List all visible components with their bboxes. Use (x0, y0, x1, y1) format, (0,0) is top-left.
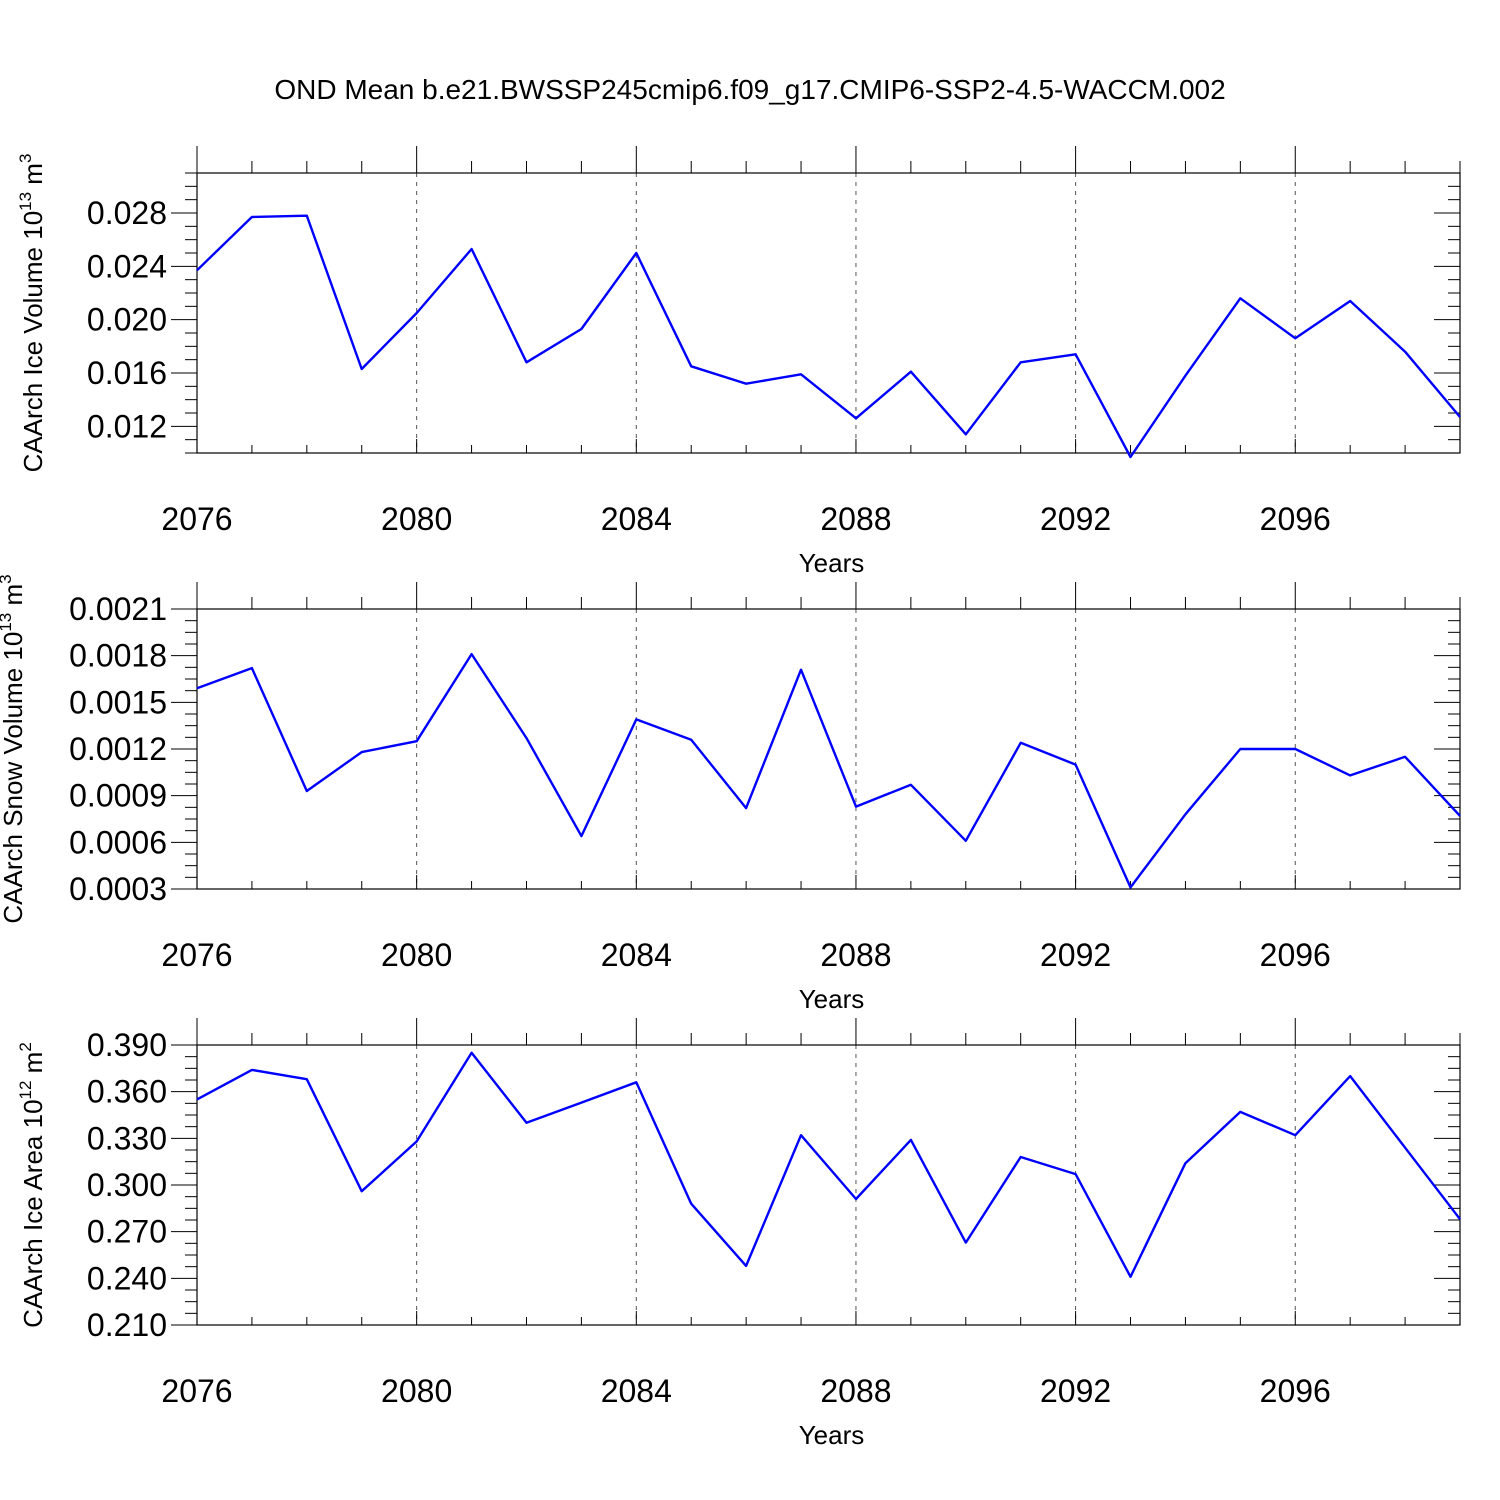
y-axis-label: CAArch Ice Area 1012 m2 (16, 1042, 48, 1328)
y-tick-label: 0.270 (87, 1214, 167, 1250)
y-tick-label: 0.300 (87, 1167, 167, 1203)
x-tick-label: 2076 (161, 1373, 232, 1409)
y-axis-label-exponent: 3 (16, 154, 35, 163)
chart-panel-1: 0.012 0.016 0.020 0.024 0.028 2076 2080 2084 208… (16, 146, 1461, 578)
y-axis-label-exponent: 2 (16, 1042, 35, 1051)
x-tick-label: 2076 (161, 937, 232, 973)
y-tick-label: 0.0021 (69, 591, 167, 627)
plot-frame (196, 172, 1461, 454)
y-tick-label: 0.0003 (69, 871, 167, 907)
y-axis-label-part: CAArch Ice Volume 10 (18, 211, 48, 473)
y-axis-label-exponent: 12 (16, 1081, 35, 1100)
x-tick-label: 2080 (381, 1373, 452, 1409)
y-tick-label: 0.020 (87, 302, 167, 338)
x-tick-label: 2076 (161, 501, 232, 537)
y-axis-label-exponent: 3 (0, 574, 15, 583)
y-tick-label: 0.012 (87, 408, 167, 444)
x-tick-label: 2080 (381, 937, 452, 973)
y-axis-label-exponent: 13 (0, 613, 15, 632)
y-tick-label: 0.390 (87, 1027, 167, 1063)
x-tick-label: 2088 (820, 1373, 891, 1409)
y-axis-label-part: m (0, 584, 28, 613)
x-tick-label: 2096 (1260, 937, 1331, 973)
y-tick-label: 0.028 (87, 195, 167, 231)
x-tick-label: 2088 (820, 501, 891, 537)
x-tick-label: 2096 (1260, 501, 1331, 537)
y-axis-label-part: m (18, 163, 48, 192)
chart-title: OND Mean b.e21.BWSSP245cmip6.f09_g17.CMI… (274, 74, 1225, 105)
y-axis-label-exponent: 13 (16, 192, 35, 211)
y-axis-label-part: m (18, 1052, 48, 1081)
x-axis-label: Years (799, 548, 865, 578)
y-tick-label: 0.0018 (69, 638, 167, 674)
x-tick-label: 2084 (601, 1373, 672, 1409)
x-tick-label: 2096 (1260, 1373, 1331, 1409)
y-tick-label: 0.0009 (69, 778, 167, 814)
y-tick-label: 0.016 (87, 355, 167, 391)
series-line (196, 214, 1461, 459)
y-tick-label: 0.024 (87, 248, 167, 284)
y-tick-label: 0.0006 (69, 824, 167, 860)
y-axis-label-part: CAArch Ice Area 10 (18, 1099, 48, 1327)
x-tick-label: 2092 (1040, 937, 1111, 973)
x-tick-label: 2092 (1040, 501, 1111, 537)
x-axis-label: Years (799, 984, 865, 1014)
x-axis-label: Years (799, 1420, 865, 1450)
chart-panel-3: 0.210 0.240 0.270 0.300 0.330 0.360 0.390 2076 2… (16, 1018, 1461, 1450)
plot-frame (196, 1044, 1461, 1326)
y-axis-label-part: CAArch Snow Volume 10 (0, 632, 28, 924)
y-tick-label: 0.240 (87, 1260, 167, 1296)
y-axis-label: CAArch Ice Volume 1013 m3 (16, 154, 48, 473)
x-tick-label: 2084 (601, 501, 672, 537)
x-tick-label: 2088 (820, 937, 891, 973)
series-line (196, 652, 1461, 889)
y-tick-label: 0.0015 (69, 684, 167, 720)
y-tick-label: 0.210 (87, 1307, 167, 1343)
chart-panel-2: 0.0003 0.0006 0.0009 0.0012 0.0015 0.0018 0.00… (0, 574, 1461, 1014)
series-line (196, 1051, 1461, 1279)
x-tick-label: 2080 (381, 501, 452, 537)
y-tick-label: 0.360 (87, 1074, 167, 1110)
y-tick-label: 0.0012 (69, 731, 167, 767)
y-axis-label: CAArch Snow Volume 1013 m3 (0, 574, 28, 923)
y-tick-label: 0.330 (87, 1120, 167, 1156)
x-tick-label: 2092 (1040, 1373, 1111, 1409)
x-tick-label: 2084 (601, 937, 672, 973)
